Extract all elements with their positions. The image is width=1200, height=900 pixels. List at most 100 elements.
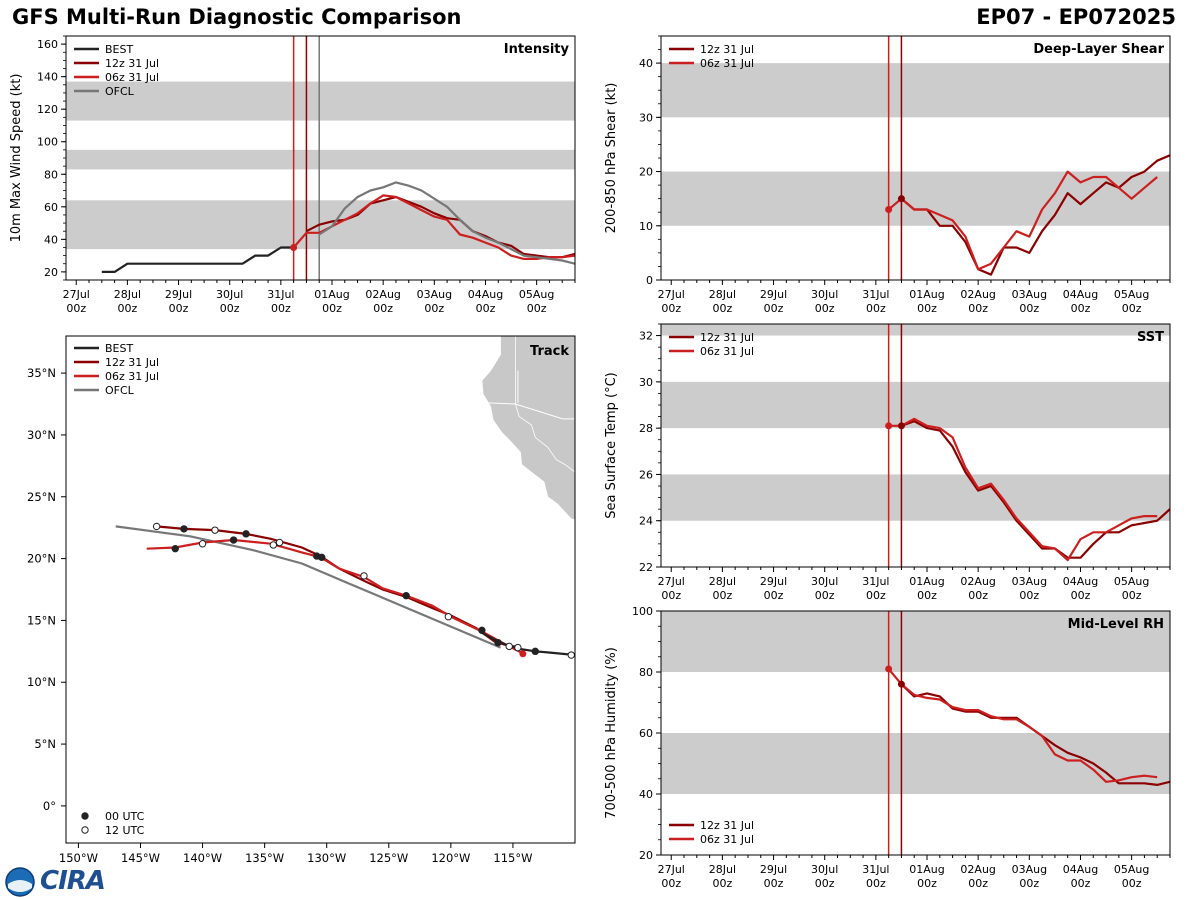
border-line <box>485 402 575 420</box>
rh-xtick-label: 02Aug 00z <box>960 863 995 890</box>
intensity-ylabel: 10m Max Wind Speed (kt) <box>9 74 24 243</box>
rh-legend-label: 06z 31 Jul <box>700 833 754 846</box>
sst-xtick-label-line: 00z <box>917 589 937 602</box>
rh-xtick-label-line: 05Aug <box>1114 863 1149 876</box>
shear-xtick-label-line: 27Jul <box>658 288 685 301</box>
rh-ytick-label: 80 <box>639 666 653 679</box>
rh-init-point-1 <box>897 680 905 688</box>
sst-ytick-label: 22 <box>639 561 653 574</box>
intensity-xtick-label-line: 00z <box>527 302 547 315</box>
shear-title: Deep-Layer Shear <box>1033 42 1164 57</box>
sst-xtick-label: 05Aug 00z <box>1114 575 1149 602</box>
rh-xtick-label-line: 00z <box>1019 877 1039 890</box>
sst-xtick-label-line: 00z <box>866 589 886 602</box>
rh-xtick-label-line: 00z <box>815 877 835 890</box>
intensity-xtick-label-line: 04Aug <box>468 288 503 301</box>
intensity-xtick-label-line: 03Aug <box>417 288 452 301</box>
shear-legend-label: 12z 31 Jul <box>700 43 754 56</box>
track-marker-00utc <box>494 638 502 647</box>
track-marker-legend-label: 12 UTC <box>105 824 145 837</box>
shear-xtick-label-line: 00z <box>866 302 886 315</box>
shear-init-point-1 <box>897 195 905 203</box>
track-ytick-label: 20°N <box>27 552 56 566</box>
rh-xtick-label-line: 03Aug <box>1012 863 1047 876</box>
shear-xtick-label-line: 00z <box>1122 302 1142 315</box>
track-marker-12utc <box>275 538 284 547</box>
track-marker-12utc <box>505 642 513 651</box>
track-marker-12utc <box>269 541 278 549</box>
intensity-legend-label: BEST <box>105 43 133 56</box>
shear-xtick-label-line: 29Jul <box>760 288 787 301</box>
track-marker-00utc <box>318 553 326 562</box>
sst-xtick-label-line: 00z <box>1071 589 1091 602</box>
rh-ytick-label: 100 <box>632 605 653 618</box>
noaa-cira-logo <box>5 867 35 897</box>
shear-series-12z-31-jul <box>900 154 1170 276</box>
sst-title: SST <box>1137 330 1164 345</box>
sst-xtick-label: 27Jul 00z <box>658 575 685 602</box>
intensity-xtick-label: 02Aug 00z <box>365 288 400 315</box>
rh-xtick-label: 04Aug 00z <box>1063 863 1098 890</box>
intensity-title: Intensity <box>504 42 570 57</box>
shear-xtick-label: 02Aug 00z <box>960 288 995 315</box>
shear-xtick-label-line: 03Aug <box>1012 288 1047 301</box>
sst-xtick-label-line: 00z <box>764 589 784 602</box>
intensity-xtick-label: 27Jul 00z <box>63 288 90 315</box>
rh-band-1 <box>661 611 1170 672</box>
sst-ytick-label: 32 <box>639 330 653 343</box>
intensity-xtick-label-line: 00z <box>476 302 496 315</box>
track-series-12z-31-jul <box>156 525 520 648</box>
intensity-xtick-label-line: 00z <box>220 302 240 315</box>
shear-xtick-label: 30Jul 00z <box>811 288 838 315</box>
intensity-xtick-label-line: 30Jul <box>216 288 243 301</box>
intensity-xtick-label-line: 00z <box>322 302 342 315</box>
intensity-band-2 <box>66 81 575 121</box>
storm-id: EP07 - EP072025 <box>976 5 1176 29</box>
intensity-xtick-label-line: 01Aug <box>314 288 349 301</box>
track-series-ofcl <box>115 525 501 649</box>
track-marker-12utc <box>444 613 453 621</box>
rh-xtick-label: 05Aug 00z <box>1114 863 1149 890</box>
sst-band-0 <box>661 474 1170 521</box>
intensity-xtick-label-line: 00z <box>271 302 291 315</box>
intensity-xtick-label: 28Jul 00z <box>114 288 141 315</box>
sst-xtick-label-line: 01Aug <box>909 575 944 588</box>
sst-xtick-label: 31Jul 00z <box>862 575 889 602</box>
intensity-xtick-label: 29Jul 00z <box>165 288 192 315</box>
track-ytick-label: 35°N <box>27 366 56 380</box>
rh-xtick-label-line: 30Jul <box>811 863 838 876</box>
sst-xtick-label-line: 00z <box>1019 589 1039 602</box>
sst-xtick-label: 28Jul 00z <box>709 575 736 602</box>
shear-xtick-label-line: 30Jul <box>811 288 838 301</box>
intensity-xtick-label-line: 00z <box>373 302 393 315</box>
shear-xtick-label: 27Jul 00z <box>658 288 685 315</box>
sst-xtick-label-line: 00z <box>712 589 732 602</box>
sst-ytick-label: 24 <box>639 515 653 528</box>
intensity-xtick-label-line: 27Jul <box>63 288 90 301</box>
intensity-xtick-label-line: 29Jul <box>165 288 192 301</box>
shear-ytick-label: 0 <box>646 274 653 287</box>
shear-ytick-label: 40 <box>639 57 653 70</box>
sst-xtick-label-line: 00z <box>815 589 835 602</box>
intensity-xtick-label-line: 00z <box>424 302 444 315</box>
track-marker-00utc <box>531 647 539 656</box>
shear-xtick-label-line: 00z <box>712 302 732 315</box>
intensity-legend-label: 12z 31 Jul <box>105 57 159 70</box>
rh-xtick-label-line: 00z <box>661 877 681 890</box>
sst-legend-label: 12z 31 Jul <box>700 331 754 344</box>
intensity-ytick-label: 60 <box>44 201 58 214</box>
shear-plot-area <box>661 36 1170 280</box>
intensity-ytick-label: 40 <box>44 233 58 246</box>
shear-xtick-label: 28Jul 00z <box>709 288 736 315</box>
shear-legend-label: 06z 31 Jul <box>700 57 754 70</box>
rh-xtick-label: 31Jul 00z <box>862 863 889 890</box>
sst-xtick-label-line: 28Jul <box>709 575 736 588</box>
rh-xtick-label: 27Jul 00z <box>658 863 685 890</box>
track-marker-12utc <box>211 526 219 534</box>
sst-xtick-label-line: 30Jul <box>811 575 838 588</box>
sst-init-point-1 <box>897 422 905 430</box>
rh-series-06z-31-jul <box>887 668 1158 783</box>
track-ytick-label: 30°N <box>27 428 56 442</box>
